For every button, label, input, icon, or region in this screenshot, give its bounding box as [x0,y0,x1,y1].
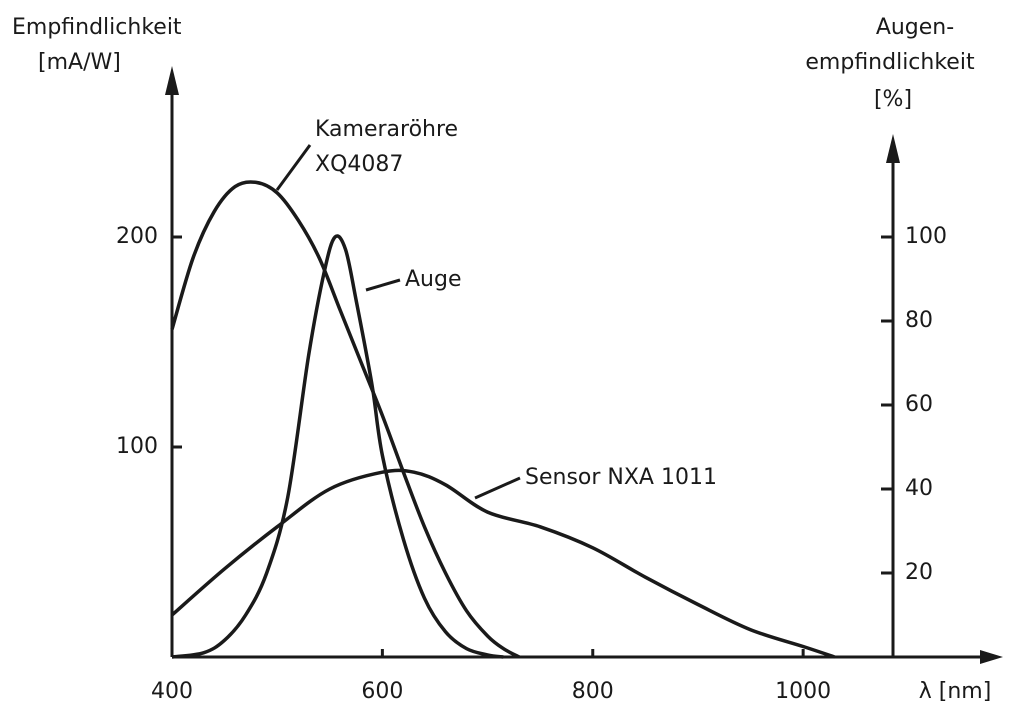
curve [170,180,520,659]
x-axis-title: λ [nm] [919,679,992,704]
x-tick-label: 800 [572,679,614,704]
y2-tick-label: 100 [905,224,947,249]
y2-axis-title: empfindlichkeit [805,50,975,75]
curve-label: XQ4087 [315,152,403,177]
curve-label: Sensor NXA 1011 [525,465,717,490]
y2-axis-title: [%] [874,87,912,112]
y2-tick-label: 40 [905,476,933,501]
curve [170,468,836,659]
x-tick-label: 400 [151,679,193,704]
curve-label: Kameraröhre [315,117,458,142]
curve [171,234,504,659]
y2-tick-label: 20 [905,560,933,585]
y2-tick-label: 60 [905,392,933,417]
y2-axis-title: Augen- [876,15,954,40]
x-tick-label: 1000 [775,679,831,704]
arrow [165,66,179,95]
y-axis-title: Empfindlichkeit [12,15,182,40]
arrow [886,134,900,163]
curve-label: Auge [405,267,462,292]
y-tick-label: 100 [116,434,158,459]
arrow [980,650,1003,664]
leader-line [365,278,401,292]
y-tick-label: 200 [116,224,158,249]
leader-line [474,476,521,500]
leader-line [275,144,312,191]
y2-tick-label: 80 [905,308,933,333]
x-tick-label: 600 [361,679,403,704]
y-axis-title: [mA/W] [38,50,121,75]
